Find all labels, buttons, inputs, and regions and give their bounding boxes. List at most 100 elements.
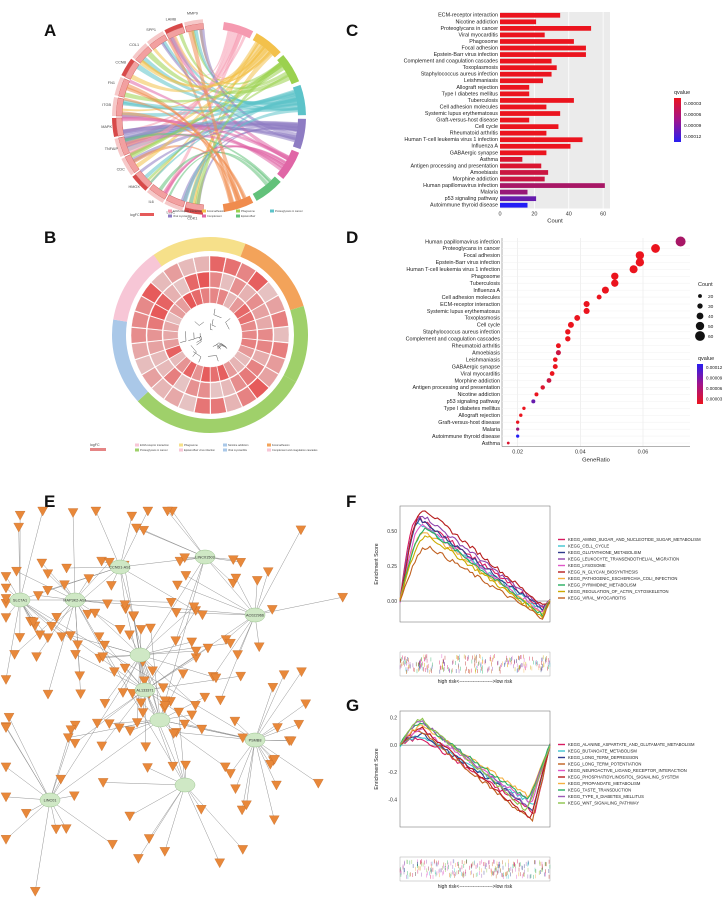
y-tick-label: Cell cycle bbox=[475, 124, 498, 130]
bar-chart: 0 20 40 60 ECM-receptor interactionNicotine … bbox=[404, 12, 702, 225]
heat-cell bbox=[147, 315, 165, 331]
heat-cell bbox=[131, 311, 150, 329]
size-legend-title: Count bbox=[698, 282, 713, 288]
panel-label-d: D bbox=[346, 228, 359, 247]
mrna-node bbox=[14, 511, 26, 521]
chord-ribbon bbox=[129, 67, 285, 157]
heat-cell bbox=[173, 373, 191, 393]
mrna-node bbox=[143, 834, 155, 844]
y-tick-label: Type I diabetes mellitus bbox=[442, 91, 499, 97]
mrna-node bbox=[20, 809, 32, 819]
dot bbox=[516, 434, 520, 438]
y-tick-label: Allograft rejection bbox=[456, 85, 498, 91]
heat-cell bbox=[134, 295, 155, 316]
edge bbox=[95, 510, 121, 568]
heat-cell bbox=[220, 378, 236, 397]
mrna-node bbox=[165, 598, 177, 608]
bar bbox=[500, 117, 530, 123]
legend-label: KEGG_LONG_TERM_POTENTIATION bbox=[568, 762, 641, 767]
legend-title: qvalue bbox=[674, 90, 690, 96]
dendrogram-branch bbox=[194, 336, 201, 339]
heat-cell bbox=[240, 320, 257, 332]
mrna-node bbox=[3, 713, 15, 723]
heat-cell bbox=[222, 291, 238, 310]
dendrogram-branch bbox=[215, 342, 220, 346]
mrna-node bbox=[34, 630, 46, 641]
legend-label: Phagosome bbox=[184, 443, 198, 447]
mrna-node bbox=[230, 573, 242, 584]
heat-cell bbox=[255, 315, 273, 330]
dendrogram-branch bbox=[193, 351, 202, 358]
mrna-node bbox=[31, 652, 42, 662]
es-curve bbox=[399, 720, 551, 808]
mrna-node bbox=[119, 600, 131, 610]
mrna-node bbox=[167, 761, 179, 772]
panel-label-c: C bbox=[346, 21, 359, 40]
edge bbox=[35, 799, 51, 892]
heat-cell bbox=[169, 303, 187, 320]
x-tick-label: 0.04 bbox=[575, 450, 586, 456]
edge bbox=[144, 657, 197, 691]
bar bbox=[500, 130, 547, 136]
mrna-node bbox=[272, 723, 283, 733]
y-tick-label: Cell adhesion molecules bbox=[442, 295, 501, 301]
size-legend-label: 60 bbox=[708, 334, 714, 340]
es-curve bbox=[399, 717, 551, 812]
legend-label: ECM-receptor interaction bbox=[173, 209, 202, 213]
heat-cell bbox=[209, 255, 226, 273]
heat-cell bbox=[223, 257, 242, 277]
legend-colorbar bbox=[140, 213, 154, 216]
gene-label: ITGB bbox=[102, 103, 111, 107]
heat-cell bbox=[251, 303, 270, 320]
mrna-node bbox=[219, 762, 231, 773]
x-tick-label: 40 bbox=[566, 212, 572, 218]
mrna-node bbox=[241, 800, 252, 811]
y-tick-label: Autoimmune thyroid disease bbox=[432, 434, 500, 440]
edge bbox=[5, 727, 51, 801]
y-tick-label: Phagosome bbox=[469, 39, 498, 45]
mrna-node bbox=[102, 599, 113, 610]
edge bbox=[139, 642, 231, 656]
heat-cell bbox=[210, 397, 227, 415]
mrna-node bbox=[0, 762, 12, 773]
legend-swatch bbox=[202, 209, 206, 213]
chord-ribbon bbox=[139, 126, 298, 173]
legend-swatch bbox=[135, 448, 139, 452]
edge bbox=[72, 512, 76, 601]
dot bbox=[596, 294, 602, 300]
heat-cell bbox=[151, 271, 173, 293]
mrna-node bbox=[0, 594, 12, 604]
dendrogram-branch bbox=[213, 308, 216, 315]
mrna-node bbox=[268, 815, 280, 826]
legend-swatch bbox=[267, 443, 271, 447]
chord-ribbon bbox=[126, 86, 242, 201]
es-curve bbox=[399, 535, 551, 620]
lncrna-node bbox=[9, 592, 31, 608]
dot bbox=[629, 265, 638, 274]
lncrna-node bbox=[129, 647, 151, 663]
edge bbox=[36, 599, 76, 657]
edge bbox=[5, 766, 51, 801]
edge bbox=[254, 529, 302, 616]
chord-ribbon bbox=[163, 33, 243, 195]
dendrogram-branch bbox=[199, 337, 202, 342]
y-tick-label: Antigen processing and presentation bbox=[410, 163, 498, 169]
edge bbox=[144, 610, 196, 691]
lncrna-node bbox=[244, 732, 266, 748]
dendrogram-branch bbox=[217, 343, 223, 349]
y-tick-label: Morphine addiction bbox=[454, 378, 500, 384]
legend-label: KEGG_LONG_TERM_DEPRESSION bbox=[568, 755, 638, 760]
edge bbox=[5, 599, 21, 680]
mrna-node bbox=[65, 631, 76, 641]
y-tick-label: Phagosome bbox=[471, 274, 500, 280]
dot bbox=[635, 258, 645, 267]
panel-label-f: F bbox=[346, 492, 357, 511]
mrna-node bbox=[174, 556, 186, 567]
gene-label: TNFAIP bbox=[105, 147, 119, 151]
color-legend-label: 0.00009 bbox=[706, 376, 723, 381]
legend-label: Proteoglycans in cancer bbox=[275, 209, 303, 213]
y-tick-label: Viral myocarditis bbox=[459, 32, 499, 38]
mrna-node bbox=[230, 784, 241, 794]
dendrogram-branch bbox=[210, 329, 213, 331]
gene-label: CDK1 bbox=[187, 216, 197, 220]
